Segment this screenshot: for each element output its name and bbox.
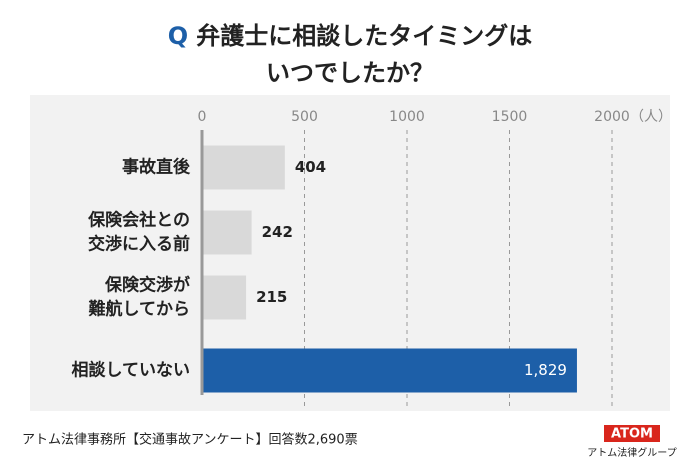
bar [202,275,247,320]
title-line: 弁護士に相談したタイミングは [196,22,532,50]
title-marker: Q [168,22,188,50]
x-tick-label: 0 [198,109,207,125]
data-label: 215 [256,288,287,306]
x-tick-label: 1000 [389,109,425,125]
chart-title: Q 弁護士に相談したタイミングは [168,22,532,50]
source-note: アトム法律事務所【交通事故アンケート】回答数2,690票 [22,432,358,448]
title-line: いつでしたか？ [266,59,434,87]
logo-box [604,425,660,442]
x-tick-label: 1500 [492,109,528,125]
bar [202,210,252,255]
y-tick-label-line: 難航してから [89,299,191,320]
y-tick-label: 保険交渉が難航してから [89,275,191,320]
bar [202,145,285,190]
y-tick-label: 相談していない [72,360,191,381]
logo: ATOM [611,427,653,442]
data-label: 1,829 [524,361,567,379]
y-tick-label-line: 相談していない [72,360,191,381]
y-tick-label: 保険会社との交渉に入る前 [87,210,190,255]
y-tick-label-line: 保険交渉が [104,275,190,296]
x-tick-label: 2000 [594,109,630,125]
y-tick-label: 事故直後 [122,157,191,178]
y-tick-label-line: 事故直後 [122,157,191,178]
data-label: 242 [262,223,293,241]
y-tick-label-line: 保険会社との [87,210,190,231]
y-tick-label-line: 交渉に入る前 [88,234,190,255]
data-label: 404 [295,158,326,176]
logo-caption: アトム法律グループ [587,446,676,459]
x-unit: （人） [630,109,672,125]
bar [202,348,577,393]
x-tick-label: 500 [291,109,318,125]
